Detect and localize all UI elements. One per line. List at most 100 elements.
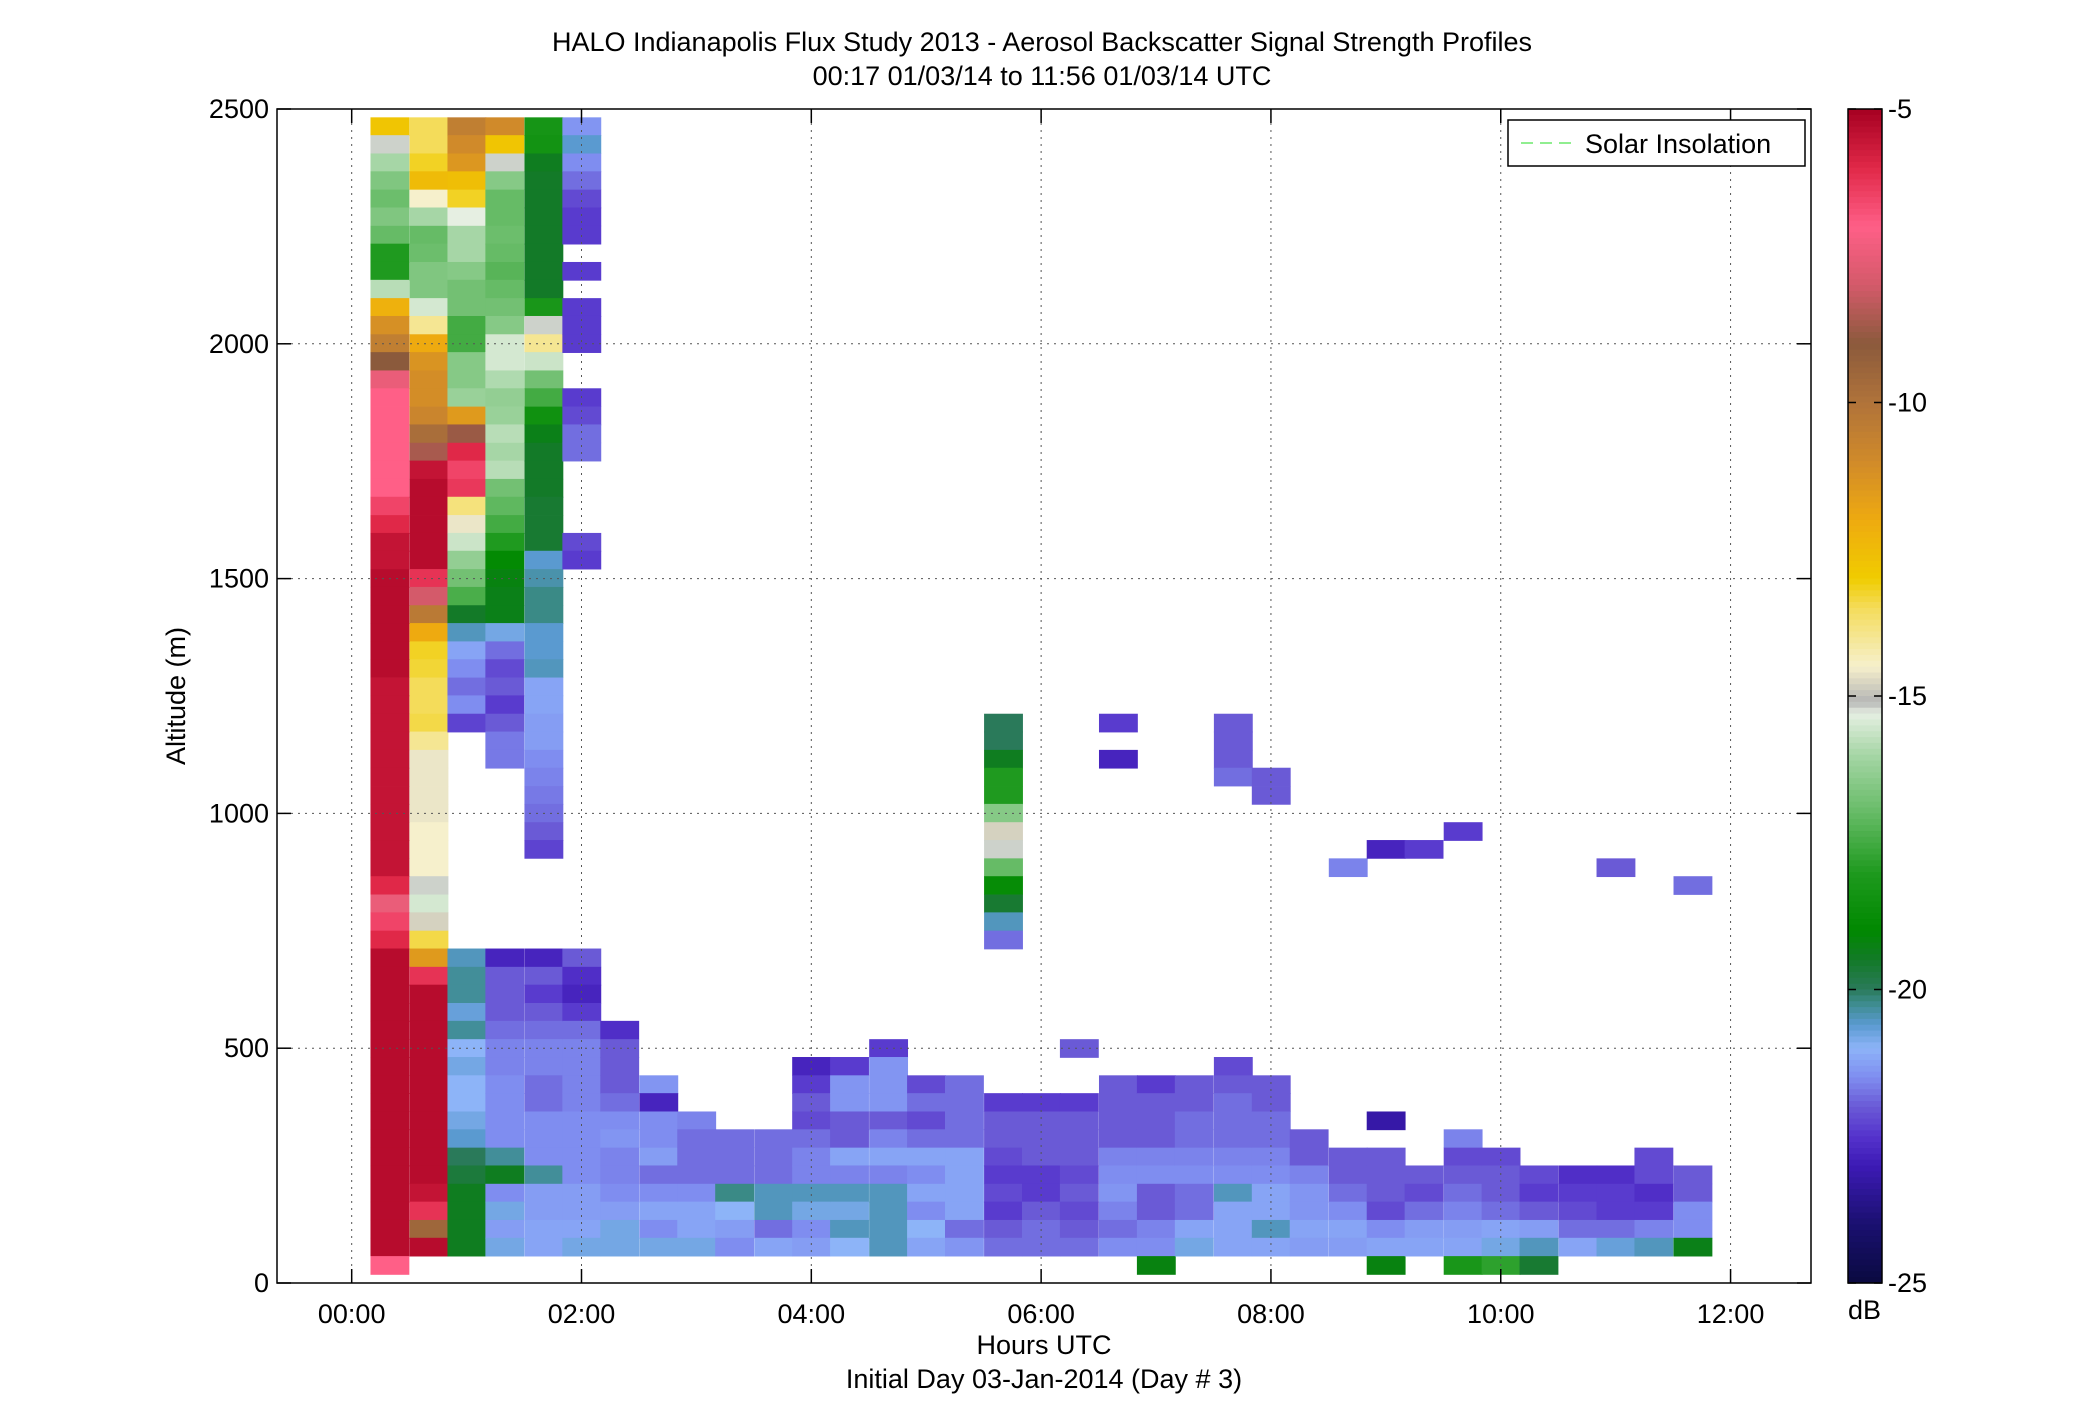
heatmap-cell [409, 858, 449, 878]
heatmap-cell [447, 261, 487, 281]
heatmap-cell [1366, 1256, 1406, 1275]
heatmap-cell [984, 876, 1023, 895]
heatmap-cell [409, 298, 449, 317]
heatmap-cell [945, 1129, 984, 1148]
colorbar-segment [1848, 414, 1882, 421]
colorbar-segment [1848, 308, 1882, 316]
heatmap-cell [370, 261, 410, 281]
heatmap-cell [447, 225, 487, 245]
colorbar-segment [1848, 484, 1882, 492]
heatmap-cell [370, 749, 410, 769]
heatmap-cell [984, 803, 1023, 823]
colorbar-segment [1848, 467, 1882, 474]
heatmap-cell [524, 731, 564, 751]
colorbar-segment [1848, 296, 1882, 304]
heatmap-cell [447, 586, 487, 606]
heatmap-cell [1289, 1147, 1329, 1167]
heatmap-cell [447, 352, 487, 371]
colorbar-segment [1848, 431, 1882, 439]
heatmap-cell [524, 117, 564, 137]
colorbar-segment [1848, 179, 1882, 186]
heatmap-cell [370, 767, 410, 787]
heatmap-cell [945, 1237, 984, 1257]
heatmap-cell [409, 930, 449, 950]
heatmap-cell [1059, 1111, 1099, 1131]
heatmap-cell [562, 1020, 602, 1040]
colorbar-segment [1848, 1194, 1882, 1202]
heatmap-cell [447, 243, 487, 263]
heatmap-cell [447, 442, 487, 462]
heatmap-cell [562, 153, 602, 173]
heatmap-cell [409, 695, 449, 715]
heatmap-cell [485, 550, 525, 570]
heatmap-cell [1174, 1201, 1214, 1221]
colorbar-segment [1848, 1065, 1882, 1073]
heatmap-cell [524, 406, 564, 426]
heatmap-cell [562, 424, 602, 444]
heatmap-cell [1366, 1219, 1406, 1239]
colorbar-segment [1848, 1089, 1882, 1096]
heatmap-cell [409, 605, 449, 624]
heatmap-cell [409, 1129, 449, 1148]
colorbar-segment [1848, 866, 1882, 873]
heatmap-cell [485, 1129, 525, 1148]
colorbar-segment [1848, 684, 1882, 691]
colorbar-segment [1848, 461, 1882, 468]
heatmap-cell [1673, 1183, 1713, 1203]
heatmap-cell [984, 894, 1023, 914]
heatmap-cell [1443, 1237, 1483, 1257]
heatmap-cell [1136, 1219, 1176, 1239]
heatmap-cell [1328, 1237, 1368, 1257]
heatmap-cell [1558, 1219, 1598, 1239]
colorbar-segment [1848, 1218, 1882, 1225]
colorbar-segment [1848, 437, 1882, 445]
heatmap-cell [409, 1020, 449, 1040]
heatmap-cell [1328, 1201, 1368, 1221]
heatmap-cell [1213, 1057, 1253, 1076]
heatmap-cell [524, 605, 564, 624]
heatmap-cell [1443, 822, 1483, 841]
heatmap-cell [370, 930, 410, 950]
heatmap-cell [677, 1147, 717, 1167]
heatmap-cell [409, 586, 449, 606]
heatmap-cell [830, 1237, 869, 1257]
colorbar-segment [1848, 960, 1882, 967]
heatmap-cell [524, 1057, 564, 1076]
heatmap-cell [562, 1201, 602, 1221]
heatmap-cell [1596, 1165, 1636, 1185]
heatmap-cell [600, 1219, 640, 1239]
heatmap-cell [1022, 1201, 1061, 1221]
heatmap-cell [1481, 1201, 1521, 1221]
heatmap-cell [485, 713, 525, 733]
heatmap-cell [1136, 1201, 1176, 1221]
colorbar-segment [1848, 1012, 1882, 1020]
colorbar-segment [1848, 543, 1882, 550]
colorbar-segment [1848, 807, 1882, 814]
y-axis-ticks: 0 500 1000 1500 2000 2500 [209, 94, 1811, 1298]
chart-title: HALO Indianapolis Flux Study 2013 - Aero… [552, 27, 1532, 57]
heatmap-cell [485, 659, 525, 678]
heatmap-cell [1251, 1075, 1291, 1094]
heatmap-cell [1289, 1201, 1329, 1221]
x-tick-label: 12:00 [1697, 1299, 1765, 1329]
heatmap-cell [524, 243, 564, 263]
heatmap-cell [409, 984, 449, 1004]
colorbar-segment [1848, 161, 1882, 169]
heatmap-cell [485, 352, 525, 371]
heatmap-cell [945, 1075, 984, 1094]
heatmap-cell [409, 117, 449, 137]
heatmap-cell [984, 858, 1023, 878]
heatmap-cell [1634, 1165, 1674, 1185]
heatmap-cell [447, 460, 487, 480]
colorbar-segment [1848, 848, 1882, 856]
colorbar-segment [1848, 496, 1882, 503]
heatmap-cell [984, 1201, 1023, 1221]
colorbar-segment [1848, 285, 1882, 292]
heatmap-cell [984, 912, 1023, 932]
heatmap-cell [447, 641, 487, 661]
heatmap-cell [485, 1237, 525, 1257]
heatmap-cell [1443, 1219, 1483, 1239]
heatmap-cell [524, 279, 564, 299]
heatmap-cell [370, 858, 410, 878]
heatmap-cell [485, 623, 525, 642]
